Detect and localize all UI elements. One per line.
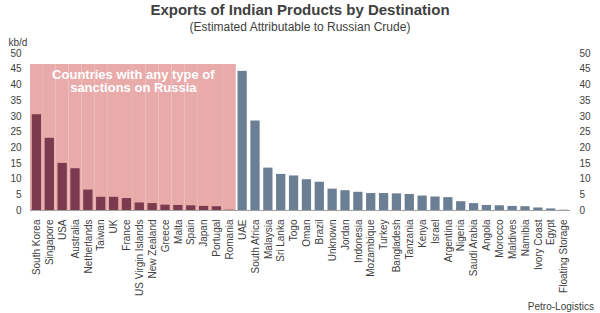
html-text:(Estimated Attributable to Rus: (Estimated Attributable to Russian Crude…	[189, 20, 411, 34]
svg-text:Spain: Spain	[185, 220, 196, 246]
svg-text:Maldives: Maldives	[507, 220, 518, 259]
svg-text:30: 30	[580, 111, 592, 122]
svg-text:30: 30	[10, 111, 22, 122]
svg-text:Egypt: Egypt	[545, 219, 556, 245]
svg-text:South Africa: South Africa	[250, 219, 261, 273]
svg-text:45: 45	[10, 63, 22, 74]
svg-text:France: France	[121, 219, 132, 251]
svg-text:Romania: Romania	[224, 219, 235, 259]
svg-text:Portugal: Portugal	[211, 220, 222, 257]
svg-text:New Zealand: New Zealand	[147, 220, 158, 279]
svg-text:Mozambique: Mozambique	[365, 219, 376, 277]
svg-text:USA: USA	[57, 219, 68, 240]
svg-text:Angola: Angola	[481, 219, 492, 251]
svg-text:Israel: Israel	[430, 220, 441, 244]
svg-text:5: 5	[580, 189, 586, 200]
svg-text:15: 15	[580, 158, 592, 169]
svg-text:50: 50	[580, 48, 592, 59]
svg-text:25: 25	[10, 126, 22, 137]
svg-text:Turkey: Turkey	[378, 220, 389, 250]
svg-text:Malaysia: Malaysia	[263, 219, 274, 259]
svg-text:kb/d: kb/d	[9, 37, 28, 48]
svg-text:Jordan: Jordan	[340, 220, 351, 251]
svg-text:15: 15	[10, 158, 22, 169]
svg-text:Bangladesh: Bangladesh	[391, 220, 402, 273]
svg-text:Countries with any type ofsanc: Countries with any type ofsanctions on R…	[52, 67, 215, 95]
svg-text:US Virgin Islands: US Virgin Islands	[134, 220, 145, 297]
svg-text:Namibia: Namibia	[520, 219, 531, 256]
svg-text:40: 40	[580, 79, 592, 90]
svg-text:20: 20	[580, 142, 592, 153]
svg-text:50: 50	[10, 48, 22, 59]
svg-text:0: 0	[16, 205, 22, 216]
svg-text:Ivory Coast: Ivory Coast	[533, 219, 544, 270]
svg-text:UK: UK	[108, 219, 119, 233]
svg-text:40: 40	[10, 79, 22, 90]
svg-text:10: 10	[580, 173, 592, 184]
svg-text:Floating Storage: Floating Storage	[558, 219, 569, 293]
svg-text:Sri Lanka: Sri Lanka	[275, 219, 286, 262]
svg-text:10: 10	[10, 173, 22, 184]
svg-text:Morocco: Morocco	[494, 219, 505, 258]
svg-text:25: 25	[580, 126, 592, 137]
svg-text:Japan: Japan	[198, 220, 209, 247]
svg-text:Argentina: Argentina	[443, 219, 454, 262]
svg-text:Greece: Greece	[160, 219, 171, 252]
svg-text:Unknown: Unknown	[327, 220, 338, 262]
svg-text:UAE: UAE	[237, 219, 248, 240]
svg-text:Kenya: Kenya	[417, 219, 428, 248]
html-text:Petro-Logistics: Petro-Logistics	[527, 301, 594, 312]
svg-text:Indonesia: Indonesia	[353, 219, 364, 263]
svg-text:35: 35	[580, 95, 592, 106]
svg-text:Taiwan: Taiwan	[95, 220, 106, 251]
svg-text:0: 0	[580, 205, 586, 216]
svg-text:20: 20	[10, 142, 22, 153]
svg-text:5: 5	[16, 189, 22, 200]
svg-text:Malta: Malta	[173, 219, 184, 244]
html-text:Exports of Indian Products by: Exports of Indian Products by Destinatio…	[150, 1, 450, 18]
svg-text:Saudi Arabia: Saudi Arabia	[468, 219, 479, 276]
svg-text:45: 45	[580, 63, 592, 74]
svg-text:Oman: Oman	[301, 220, 312, 247]
svg-text:Nigeria: Nigeria	[455, 219, 466, 251]
svg-text:35: 35	[10, 95, 22, 106]
svg-text:Togo: Togo	[288, 219, 299, 241]
svg-text:Brazil: Brazil	[314, 220, 325, 245]
svg-text:Australia: Australia	[70, 219, 81, 258]
svg-text:Singapore: Singapore	[44, 219, 55, 265]
svg-text:South Korea: South Korea	[31, 219, 42, 275]
svg-text:Netherlands: Netherlands	[83, 220, 94, 274]
svg-text:Tanzania: Tanzania	[404, 219, 415, 259]
